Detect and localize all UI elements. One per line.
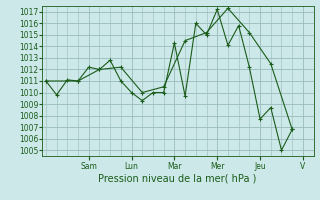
X-axis label: Pression niveau de la mer( hPa ): Pression niveau de la mer( hPa ) <box>99 173 257 183</box>
